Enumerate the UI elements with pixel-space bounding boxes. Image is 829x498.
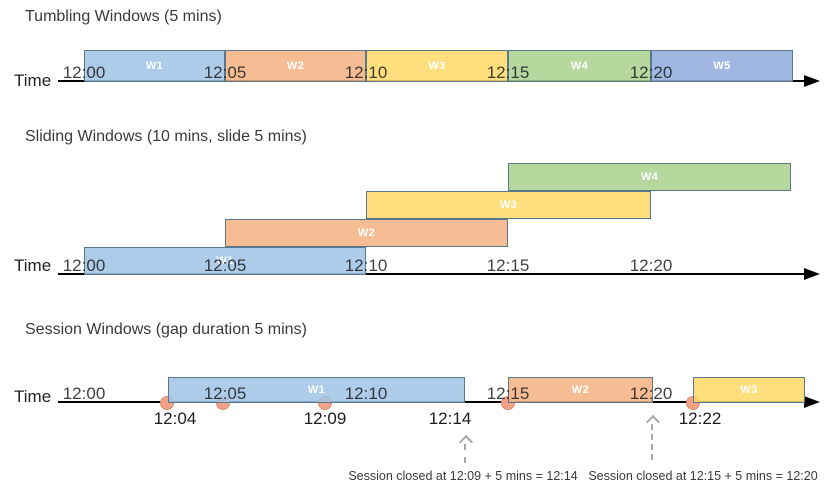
window-label: W1: [307, 384, 326, 396]
tick-label: 12:10: [344, 384, 388, 403]
window-fill: [226, 51, 365, 81]
tick-label: 12:10: [344, 63, 388, 82]
window-fill: [85, 51, 224, 81]
window-fill: [509, 51, 650, 81]
tumbling-axis-arrowhead-icon: [804, 75, 820, 87]
sliding-window-w3: W3: [366, 191, 651, 219]
event-time-label: 12:14: [428, 409, 472, 428]
window-label: W5: [713, 60, 731, 72]
sliding-title: Sliding Windows (10 mins, slide 5 mins): [25, 128, 307, 145]
window-fill: [652, 51, 792, 81]
tick-label: 12:15: [486, 256, 530, 275]
session-time-label: Time: [14, 387, 52, 406]
session-window-w1: W1: [168, 377, 465, 403]
tick-label: 12:15: [486, 384, 530, 403]
window-label: W2: [357, 227, 376, 239]
window-label: W2: [286, 60, 305, 72]
tick-label: 12:10: [344, 256, 388, 275]
tumbling-window-w1: W1: [84, 50, 225, 82]
sliding-axis-arrowhead-icon: [804, 268, 820, 280]
window-label: W3: [740, 384, 758, 396]
dashed-arrow-stem: [464, 444, 466, 463]
tick-label: 12:20: [629, 63, 673, 82]
window-fill: [509, 164, 790, 190]
session-close-annotation: Session closed at 12:15 + 5 mins = 12:20: [588, 469, 818, 483]
window-fill: [169, 378, 464, 402]
tick-label: 12:05: [203, 256, 247, 275]
tumbling-window-w3: W3: [366, 50, 508, 82]
event-time-label: 12:04: [153, 409, 197, 428]
tumbling-title: Tumbling Windows (5 mins): [25, 8, 222, 25]
sliding-window-w1: W1: [84, 247, 366, 275]
window-fill: [226, 220, 507, 246]
tick-label: 12:00: [62, 63, 106, 82]
window-label: W1: [145, 60, 164, 72]
tick-label: 12:05: [203, 63, 247, 82]
annotation-arrow: [645, 414, 661, 460]
session-window-w2: W2: [508, 377, 653, 403]
session-title: Session Windows (gap duration 5 mins): [25, 321, 307, 338]
tumbling-window-w5: W5: [651, 50, 793, 82]
tick-label: 12:05: [203, 384, 247, 403]
window-fill: [509, 378, 652, 402]
sliding-time-label: Time: [14, 256, 52, 275]
session-close-annotation: Session closed at 12:09 + 5 mins = 12:14: [348, 469, 578, 483]
window-fill: [85, 248, 365, 274]
event-time-label: 12:09: [303, 409, 347, 428]
dashed-arrow-up-icon: [458, 434, 474, 450]
tumbling-time-label: Time: [14, 71, 52, 90]
session-window-w3: W3: [693, 377, 805, 403]
dashed-arrow-up-icon: [645, 414, 661, 430]
window-fill: [694, 378, 804, 402]
dashed-arrow-stem: [651, 424, 653, 460]
window-label: W3: [499, 199, 518, 211]
window-label: W3: [428, 60, 446, 72]
sliding-window-w4: W4: [508, 163, 791, 191]
window-fill: [367, 192, 650, 218]
window-label: W4: [640, 171, 659, 183]
tumbling-window-w4: W4: [508, 50, 651, 82]
window-fill: [367, 51, 507, 81]
sliding-axis: [58, 273, 806, 275]
tick-label: 12:15: [486, 63, 530, 82]
session-axis-arrowhead-icon: [804, 396, 820, 408]
tick-label: 12:20: [629, 384, 673, 403]
window-label: W4: [570, 60, 589, 72]
window-label: W2: [571, 384, 590, 396]
annotation-arrow: [458, 434, 474, 463]
tick-label: 12:20: [629, 256, 673, 275]
event-time-label: 12:22: [678, 409, 722, 428]
tumbling-window-w2: W2: [225, 50, 366, 82]
window-label: W1: [216, 255, 234, 267]
tick-label: 12:00: [62, 256, 106, 275]
sliding-window-w2: W2: [225, 219, 508, 247]
tick-label: 12:00: [62, 384, 106, 403]
